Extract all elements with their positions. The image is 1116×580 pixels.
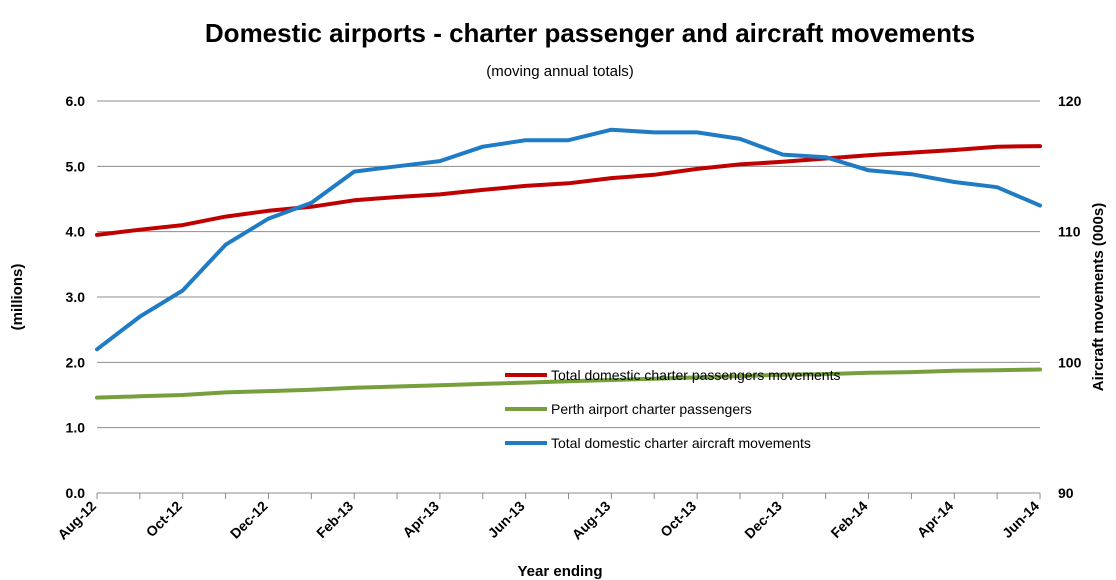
x-tick-label: Jun-14: [999, 498, 1042, 541]
y-tick-label: 2.0: [66, 354, 86, 370]
chart-subtitle: (moving annual totals): [486, 63, 634, 80]
x-axis-label: Year ending: [517, 563, 602, 580]
left-axis-ticks: 0.0 1.0 2.0 3.0 4.0 5.0 6.0: [66, 93, 86, 501]
x-tick-label: Aug-12: [54, 498, 99, 543]
right-axis-ticks: 90 100 110 120: [1058, 93, 1082, 501]
series-line-0: [95, 144, 1042, 237]
y2-tick-label: 90: [1058, 485, 1074, 501]
y-tick-label: 0.0: [66, 485, 86, 501]
x-tick-label: Oct-13: [657, 498, 699, 540]
legend-label: Perth airport charter passengers: [551, 401, 752, 417]
x-tick-label: Dec-13: [741, 498, 785, 542]
y-tick-label: 3.0: [66, 289, 86, 305]
chart-title: Domestic airports - charter passenger an…: [205, 18, 975, 48]
x-axis-ticks: Aug-12 Oct-12 Dec-12 Feb-13 Apr-13 Jun-13 Aug-…: [54, 493, 1042, 543]
x-tick-label: Aug-13: [569, 498, 614, 543]
x-tick-label: Feb-14: [827, 498, 870, 541]
series-lines: [95, 127, 1042, 400]
series-line-2: [95, 127, 1042, 352]
legend: Total domestic charter passengers moveme…: [505, 367, 840, 451]
y-tick-label: 1.0: [66, 420, 86, 436]
x-tick-label: Apr-14: [914, 498, 957, 541]
x-tick-label: Oct-12: [143, 498, 185, 540]
legend-label: Total domestic charter passengers moveme…: [551, 367, 840, 383]
right-axis-label: Aircraft movements (000s): [1090, 203, 1107, 391]
x-tick-label: Feb-13: [313, 498, 356, 541]
x-tick-label: Dec-12: [227, 498, 271, 542]
y-tick-label: 4.0: [66, 224, 86, 240]
x-tick-label: Apr-13: [399, 498, 442, 541]
y2-tick-label: 110: [1058, 224, 1081, 240]
y2-tick-label: 120: [1058, 93, 1082, 109]
left-axis-label: (millions): [9, 264, 26, 331]
gridlines: [97, 100, 1040, 494]
y2-tick-label: 100: [1058, 354, 1082, 370]
series-line-1: [95, 367, 1042, 400]
y-tick-label: 5.0: [66, 158, 86, 174]
y-tick-label: 6.0: [66, 93, 86, 109]
legend-label: Total domestic charter aircraft movement…: [551, 435, 811, 451]
x-tick-label: Jun-13: [485, 498, 528, 541]
